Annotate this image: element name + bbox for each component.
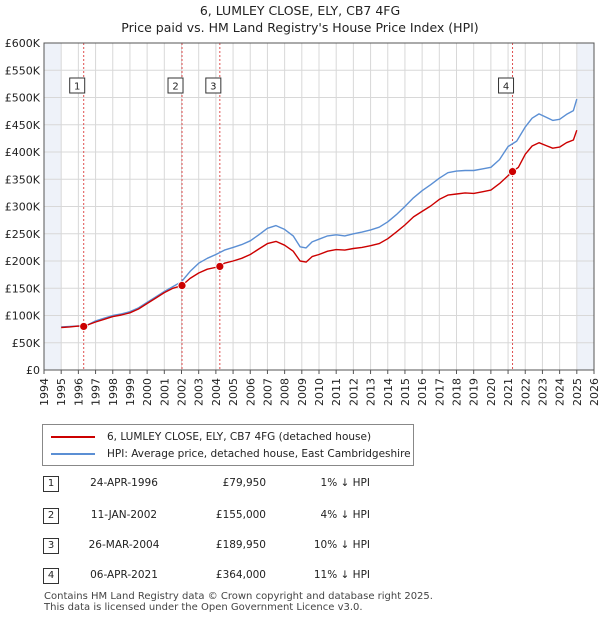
x-tick-label: 2019: [468, 378, 481, 406]
x-tick-label: 2008: [279, 378, 292, 406]
sale-marker-box: 4: [43, 568, 59, 584]
y-tick-label: £350K: [5, 173, 41, 186]
x-tick-label: 2002: [176, 378, 189, 406]
sale-marker-box: 1: [43, 476, 59, 492]
sale-price: £79,950: [222, 477, 266, 489]
sale-point-1: [79, 322, 89, 331]
footer-licence: This data is licensed under the Open Gov…: [44, 602, 363, 613]
x-tick-label: 2003: [193, 378, 206, 406]
x-tick-label: 2021: [502, 378, 515, 406]
y-tick-label: £200K: [5, 255, 41, 268]
x-tick-label: 2025: [571, 378, 584, 406]
y-tick-label: £150K: [5, 282, 41, 295]
x-tick-label: 2015: [399, 378, 412, 406]
y-tick-label: £600K: [5, 37, 41, 50]
legend-swatch-price-paid: [51, 436, 95, 438]
y-tick-label: £50K: [12, 337, 41, 350]
chart-legend: 6, LUMLEY CLOSE, ELY, CB7 4FG (detached …: [42, 424, 414, 466]
y-tick-label: £0: [26, 364, 40, 377]
sale-price: £155,000: [215, 509, 266, 521]
x-tick-label: 1998: [107, 378, 120, 406]
legend-label-price-paid: 6, LUMLEY CLOSE, ELY, CB7 4FG (detached …: [107, 431, 372, 443]
x-tick-label: 1995: [55, 378, 68, 406]
sale-point-3: [215, 262, 225, 271]
x-tick-label: 1997: [90, 378, 103, 406]
x-tick-label: 2001: [158, 378, 171, 406]
sale-point-4: [508, 167, 517, 177]
sale-point-2: [177, 281, 187, 290]
sale-label-box-4: [498, 77, 515, 94]
sale-label-2: 2: [172, 82, 178, 93]
x-tick-label: 2020: [485, 378, 498, 406]
sale-price: £364,000: [215, 569, 266, 581]
x-tick-label: 2005: [227, 378, 240, 406]
table-row: 2 11-JAN-2002 £155,000 4% ↓ HPI: [0, 508, 600, 528]
x-tick-label: 2013: [365, 378, 378, 406]
x-tick-label: 1994: [38, 378, 51, 406]
x-tick-label: 2016: [416, 378, 429, 406]
sale-date: 26-MAR-2004: [88, 539, 160, 551]
y-tick-label: £400K: [5, 146, 41, 159]
chart-title: 6, LUMLEY CLOSE, ELY, CB7 4FG: [199, 3, 401, 18]
table-row: 3 26-MAR-2004 £189,950 10% ↓ HPI: [0, 538, 600, 558]
footer-copyright: Contains HM Land Registry data © Crown c…: [44, 591, 433, 602]
sale-marker-box: 2: [43, 508, 59, 524]
hpi-line: [61, 98, 578, 328]
sale-hpi-diff: 4% ↓ HPI: [320, 509, 370, 521]
x-tick-label: 2010: [313, 378, 326, 406]
x-tick-label: 2007: [261, 378, 274, 406]
y-tick-label: £100K: [5, 310, 41, 323]
sale-marker-box: 3: [43, 538, 59, 554]
price-chart: £0 £50K £100K £150K £200K £250K £300K £350K £400…: [5, 37, 600, 406]
x-tick-label: 2024: [554, 378, 567, 406]
y-tick-label: £300K: [5, 201, 41, 214]
x-tick-label: 2012: [347, 378, 360, 406]
x-tick-label: 2011: [330, 378, 343, 406]
x-tick-label: 2009: [296, 378, 309, 406]
sale-hpi-diff: 11% ↓ HPI: [313, 569, 370, 581]
y-tick-label: £500K: [5, 92, 41, 105]
y-tick-label: £250K: [5, 228, 41, 241]
x-tick-label: 2014: [382, 378, 395, 406]
price-paid-line: [61, 129, 578, 329]
plot-frame: [43, 42, 595, 371]
sale-label-1: 1: [74, 82, 80, 93]
legend-swatch-hpi: [51, 453, 95, 455]
x-tick-label: 2017: [433, 378, 446, 406]
x-tick-label: 2023: [536, 378, 549, 406]
y-tick-label: £550K: [5, 64, 41, 77]
x-tick-label: 2018: [451, 378, 464, 406]
x-tick-label: 2006: [244, 378, 257, 406]
sale-label-box-2: [167, 77, 184, 94]
table-row: 4 06-APR-2021 £364,000 11% ↓ HPI: [0, 568, 600, 588]
sale-label-box-1: [69, 77, 86, 94]
sale-label-box-3: [205, 77, 222, 94]
x-tick-label: 1999: [124, 378, 137, 406]
table-row: 1 24-APR-1996 £79,950 1% ↓ HPI: [0, 476, 600, 496]
x-tick-label: 2026: [588, 378, 600, 406]
sale-hpi-diff: 10% ↓ HPI: [313, 539, 370, 551]
x-tick-label: 2022: [519, 378, 532, 406]
sale-price: £189,950: [215, 539, 266, 551]
x-tick-label: 2004: [210, 378, 223, 406]
y-tick-label: £450K: [5, 119, 41, 132]
sale-label-3: 3: [210, 82, 216, 93]
x-tick-label: 1996: [72, 378, 85, 406]
sale-hpi-diff: 1% ↓ HPI: [320, 477, 370, 489]
sale-date: 11-JAN-2002: [90, 509, 158, 521]
sale-label-4: 4: [503, 82, 509, 93]
chart-subtitle: Price paid vs. HM Land Registry's House …: [121, 20, 479, 35]
legend-label-hpi: HPI: Average price, detached house, East…: [107, 448, 411, 460]
sale-date: 24-APR-1996: [90, 477, 158, 489]
x-tick-label: 2000: [141, 378, 154, 406]
sale-date: 06-APR-2021: [90, 569, 158, 581]
